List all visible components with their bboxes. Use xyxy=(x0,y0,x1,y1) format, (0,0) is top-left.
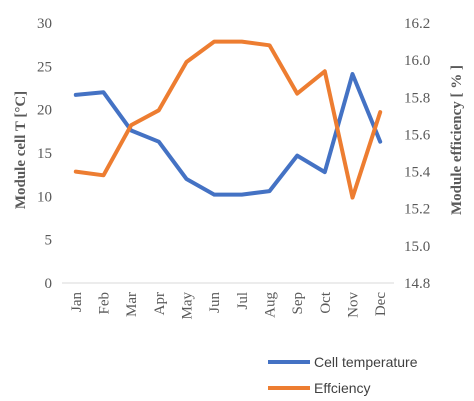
x-tick: Jun xyxy=(207,292,223,313)
x-tick: Feb xyxy=(97,292,113,315)
right-y-tick: 15.0 xyxy=(404,239,430,255)
right-y-axis-title: Module efficiency [ % ] xyxy=(449,65,465,215)
x-tick: Oct xyxy=(318,291,334,313)
left-y-tick-labels: 0 5 10 15 20 25 30 xyxy=(37,16,52,292)
legend: Cell temperature Effciency xyxy=(268,354,418,396)
left-y-tick: 5 xyxy=(45,233,53,249)
x-tick: May xyxy=(180,292,196,320)
x-tick: Mar xyxy=(124,292,140,317)
right-y-tick: 16.0 xyxy=(404,53,430,69)
legend-label-efficiency: Effciency xyxy=(314,380,371,396)
left-y-tick: 20 xyxy=(37,103,52,119)
legend-label-cell-temperature: Cell temperature xyxy=(314,354,418,370)
efficiency-line xyxy=(73,39,383,200)
x-tick: Apr xyxy=(152,292,168,315)
x-tick: Sep xyxy=(290,292,306,315)
right-y-tick: 14.8 xyxy=(404,276,430,292)
x-tick: Jan xyxy=(69,292,85,312)
x-tick-labels: Jan Feb Mar Apr May Jun Jul Aug Sep Oct Nov Dec xyxy=(69,291,389,319)
x-tick: Dec xyxy=(373,292,389,316)
left-y-tick: 30 xyxy=(37,16,52,32)
x-tick: Nov xyxy=(346,292,362,318)
right-y-tick: 15.2 xyxy=(404,202,430,218)
right-y-tick: 15.4 xyxy=(404,165,431,181)
left-y-axis-title: Module cell T [°C] xyxy=(13,91,29,209)
right-y-tick: 16.2 xyxy=(404,16,430,32)
left-y-tick: 0 xyxy=(45,276,53,292)
right-y-tick: 15.6 xyxy=(404,127,431,143)
left-y-tick: 15 xyxy=(37,146,52,162)
right-y-tick: 15.8 xyxy=(404,90,430,106)
left-y-tick: 10 xyxy=(37,189,52,205)
cell-temperature-line xyxy=(73,72,383,197)
right-y-tick-labels: 14.8 15.0 15.2 15.4 15.6 15.8 16.0 16.2 xyxy=(404,16,431,292)
series-lines xyxy=(73,39,383,200)
x-tick: Jul xyxy=(235,292,251,310)
x-tick: Aug xyxy=(263,292,279,318)
left-y-tick: 25 xyxy=(37,59,52,75)
